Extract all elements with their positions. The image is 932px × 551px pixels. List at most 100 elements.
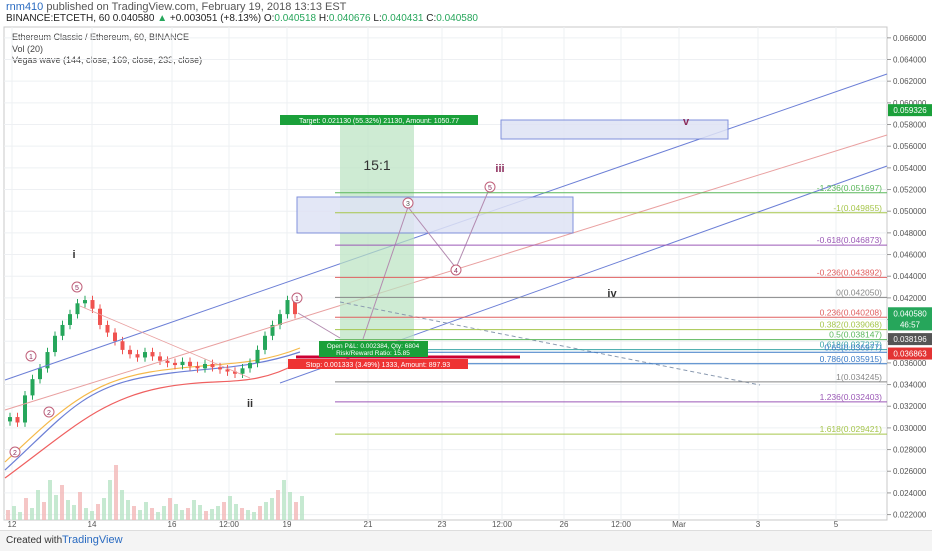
- candle-body: [90, 300, 95, 309]
- volume-bar: [102, 498, 106, 520]
- candle-body: [173, 362, 177, 366]
- candle-body: [158, 356, 162, 361]
- x-tick-label: 3: [756, 520, 761, 529]
- volume-bar: [162, 506, 166, 520]
- y-tick-label: 0.062000: [893, 77, 927, 86]
- y-tick-label: 0.032000: [893, 402, 927, 411]
- fib-label: 0.5(0.038147): [829, 330, 882, 340]
- target-label-bg: [280, 115, 478, 125]
- low-label: L:: [373, 13, 382, 24]
- volume-bar: [198, 505, 202, 520]
- candle-body: [255, 349, 260, 363]
- circled-wave-marker: [71, 281, 83, 293]
- y-tick-label: 0.034000: [893, 381, 927, 390]
- time-axis[interactable]: 12 14 16 12:00 19 21 23 12:00 26 12:00 Mar 3 5: [8, 520, 839, 529]
- wave-label: iii: [495, 163, 504, 175]
- wave-label: i: [72, 249, 75, 261]
- circled-wave-marker: [9, 446, 21, 458]
- candle-body: [30, 379, 35, 396]
- price-axis[interactable]: 0.066000 0.064000 0.062000 0.060000 0.058000…: [887, 34, 932, 520]
- candle-body: [38, 368, 42, 380]
- volume-bar: [126, 500, 130, 520]
- candle-body: [248, 362, 252, 369]
- price-badge-label: 46:57: [900, 320, 921, 329]
- volume-bar: [18, 512, 22, 520]
- grid: [3, 26, 888, 521]
- y-tick-label: 0.026000: [893, 467, 927, 476]
- price-badge: [888, 307, 932, 320]
- price-chart[interactable]: -1.236(0.051697) -1(0.049855) -0.618(0.046…: [0, 24, 932, 530]
- circled-wave-label: 2: [13, 450, 17, 457]
- circled-wave-marker: [402, 197, 414, 209]
- circled-wave-marker: [450, 264, 462, 276]
- candle-body: [128, 349, 132, 355]
- volume-bar: [186, 508, 190, 520]
- circled-wave-marker: [43, 406, 55, 418]
- volume-bar: [96, 504, 100, 520]
- candle-body: [210, 363, 215, 368]
- volume-bar: [42, 502, 46, 520]
- tradingview-logo[interactable]: TradingView: [62, 534, 123, 546]
- circled-wave-label: 4: [454, 268, 458, 275]
- fib-label: 0.618(0.037227): [820, 340, 883, 350]
- legend-title: Ethereum Classic / Ethereum, 60, BINANCE: [12, 32, 190, 42]
- volume-bars: [6, 465, 304, 520]
- publish-line: rnm410 published on TradingView.com, Feb…: [6, 1, 346, 13]
- candle-body: [225, 369, 230, 372]
- ema-144-line: [4, 351, 301, 471]
- circled-wave-label: 2: [47, 410, 51, 417]
- candle-body: [83, 300, 87, 304]
- y-tick-label: 0.048000: [893, 229, 927, 238]
- x-tick-label: 14: [88, 520, 97, 529]
- candle-body: [60, 324, 65, 336]
- open-value: 0.040518: [274, 13, 317, 24]
- price-badge-label: 0.059326: [893, 106, 927, 115]
- circled-wave-label: 5: [488, 185, 492, 192]
- symbol-price: BINANCE:ETCETH, 60 0.040580: [6, 13, 155, 24]
- low-value: 0.040431: [381, 13, 424, 24]
- volume-bar: [210, 509, 214, 520]
- candle-body: [150, 352, 155, 357]
- x-tick-label: 12: [8, 520, 17, 529]
- x-tick-label: 21: [364, 520, 373, 529]
- volume-bar: [12, 506, 16, 520]
- y-tick-label: 0.066000: [893, 34, 927, 43]
- circled-wave-label: 1: [29, 354, 33, 361]
- fib-label: -1.236(0.051697): [817, 183, 882, 193]
- price-badge-label: 0.040580: [893, 309, 927, 318]
- candle-body: [68, 314, 72, 325]
- circled-wave-marker: [25, 350, 37, 362]
- candle-body: [45, 352, 50, 369]
- volume-bar: [240, 508, 244, 520]
- candle-body: [203, 363, 207, 369]
- x-tick-label: 26: [560, 520, 569, 529]
- fib-label: 1.618(0.029421): [820, 424, 883, 434]
- candle-body: [233, 371, 237, 374]
- open-label: O:: [263, 13, 275, 24]
- legend-volume[interactable]: Vol (20): [12, 44, 44, 54]
- price-badge: [888, 318, 932, 331]
- volume-bar: [72, 505, 76, 520]
- x-tick-label: 5: [834, 520, 839, 529]
- circled-wave-label: 3: [406, 201, 410, 208]
- rr-label: Risk/Reward Ratio: 15.85: [336, 350, 410, 357]
- volume-bar: [168, 498, 172, 520]
- candle-body: [263, 335, 267, 350]
- volume-bar: [90, 511, 94, 520]
- candle-body: [218, 367, 222, 370]
- chart-header: rnm410 published on TradingView.com, Feb…: [0, 0, 932, 24]
- volume-bar: [300, 496, 304, 520]
- candle-body: [278, 314, 282, 325]
- author-link[interactable]: rnm410: [6, 1, 44, 13]
- plot-frame: [3, 26, 888, 521]
- stop-label: Stop: 0.001333 (3.49%) 1333, Amount: 897…: [306, 362, 450, 369]
- projection-path: [362, 186, 491, 340]
- candle-body: [120, 341, 125, 350]
- candle-body: [135, 354, 140, 358]
- volume-bar: [36, 490, 40, 520]
- volume-bar: [294, 502, 298, 520]
- volume-bar: [276, 490, 280, 520]
- high-value: 0.040676: [328, 13, 371, 24]
- vegas-wave-lines: [4, 347, 301, 479]
- volume-bar: [108, 480, 112, 520]
